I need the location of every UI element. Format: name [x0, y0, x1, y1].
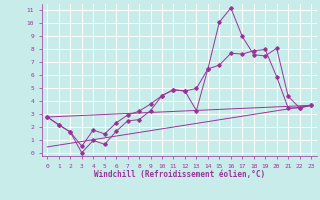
X-axis label: Windchill (Refroidissement éolien,°C): Windchill (Refroidissement éolien,°C) — [94, 170, 265, 179]
